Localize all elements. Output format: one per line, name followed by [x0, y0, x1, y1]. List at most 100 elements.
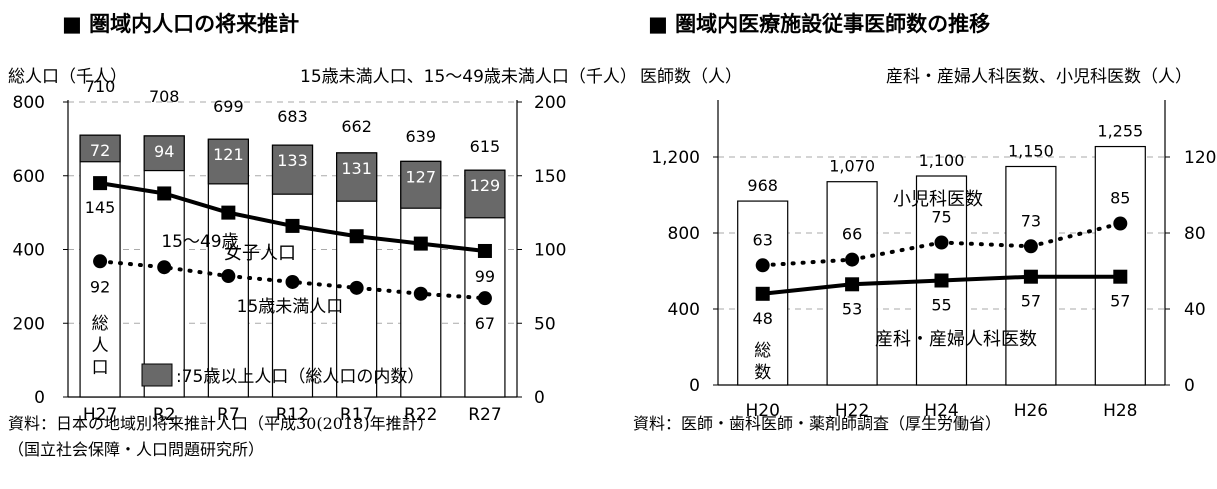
left-y-tick-label: 200: [13, 314, 45, 334]
right-x-tick-label: H20: [745, 401, 779, 421]
left-marker-under15: [477, 291, 492, 306]
right-marker-obstetric: [1023, 269, 1038, 284]
left-marker-female: [477, 243, 492, 258]
right-obstetric-label: 産科・産婦人科医数: [875, 329, 1037, 350]
right-y2-tick-label: 40: [1184, 300, 1206, 320]
left-x-tick-label: R2: [153, 405, 176, 425]
right-source: 資料：医師・歯科医師・薬剤師調査（厚生労働省）: [633, 414, 1002, 433]
left-marker-under15: [93, 254, 108, 269]
left-y-tick-label: 600: [13, 167, 45, 187]
right-marker-obstetric: [755, 286, 770, 301]
left-y-axis-title: 総人口（千人）: [8, 67, 127, 87]
left-y2-tick-label: 100: [534, 241, 566, 261]
left-x-tick-label: R22: [404, 405, 437, 425]
left-bar-75plus: [400, 160, 442, 209]
left-legend-swatch: [141, 363, 173, 387]
left-bar-75plus-label: 133: [277, 151, 308, 170]
left-bar-total-label: 708: [149, 87, 180, 106]
left-y-tick-label: 0: [34, 388, 45, 408]
right-chart-title: ■ 圏域内医療施設従事医師数の推移: [648, 12, 991, 36]
right-marker-pediatric: [1023, 239, 1038, 254]
left-x-tick-label: R17: [340, 405, 373, 425]
left-x-tick-label: R12: [276, 405, 309, 425]
right-marker-pediatric: [845, 252, 860, 267]
right-x-tick-label: H28: [1103, 401, 1137, 421]
right-total-vertical-label: 数: [754, 363, 771, 383]
right-bar-total-label: 1,100: [919, 151, 965, 170]
left-under15-value-label: 92: [90, 277, 110, 296]
right-pediatric-value-label: 66: [842, 225, 862, 244]
left-female-value-label: 145: [85, 198, 116, 217]
left-chart-title: ■ 圏域内人口の将来推計: [62, 12, 300, 36]
left-female-label-b: 女子人口: [224, 243, 296, 264]
left-bar-75plus-label: 121: [213, 145, 244, 164]
right-y2-axis-title: 産科・産婦人科医数、小児科医数（人）: [886, 67, 1192, 87]
right-pediatric-value-label: 63: [753, 230, 773, 249]
left-bar-75plus-label: 131: [341, 159, 372, 178]
left-total-vertical-label: 人: [92, 336, 109, 356]
right-bar-total-label: 1,255: [1097, 122, 1143, 141]
right-y-tick-label: 0: [689, 376, 700, 396]
right-obstetric-value-label: 53: [842, 299, 862, 318]
left-bar-75plus: [464, 169, 506, 219]
left-total-vertical-label: 総: [92, 314, 109, 334]
right-y-tick-label: 400: [668, 300, 700, 320]
left-marker-female: [93, 176, 108, 191]
left-marker-female: [349, 229, 364, 244]
left-female-value-label: 99: [475, 267, 495, 286]
left-female-label-a: 15〜49歳: [161, 232, 238, 252]
left-marker-under15: [285, 274, 300, 289]
left-bar-total-label: 683: [277, 107, 308, 126]
left-bar-75plus: [79, 134, 121, 163]
left-y2-tick-label: 200: [534, 93, 566, 113]
right-x-tick-label: H26: [1014, 401, 1048, 421]
left-marker-female: [413, 236, 428, 251]
left-marker-female: [157, 186, 172, 201]
left-legend-label: :75歳以上人口（総人口の内数）: [176, 367, 424, 387]
left-y-tick-label: 800: [13, 93, 45, 113]
right-y2-tick-label: 80: [1184, 224, 1206, 244]
right-x-tick-label: H24: [924, 401, 958, 421]
left-x-tick-label: R7: [217, 405, 240, 425]
left-bar-total-label: 639: [406, 127, 437, 146]
left-marker-under15: [413, 286, 428, 301]
left-bar-total-label: 710: [85, 77, 116, 96]
left-marker-under15: [349, 280, 364, 295]
right-y2-tick-label: 120: [1184, 148, 1216, 168]
right-pediatric-label: 小児科医数: [893, 189, 983, 210]
left-bar-75plus: [207, 138, 249, 185]
left-source-line1: 資料：日本の地域別将来推計人口（平成30(2018)年推計）: [8, 414, 434, 433]
left-bar-75plus-label: 72: [90, 141, 110, 160]
left-y2-tick-label: 150: [534, 167, 566, 187]
right-total-vertical-label: 総: [754, 341, 771, 361]
right-pediatric-value-label: 85: [1110, 189, 1130, 208]
right-y-tick-label: 800: [668, 224, 700, 244]
left-marker-female: [285, 218, 300, 233]
right-obstetric-value-label: 57: [1021, 292, 1041, 311]
right-marker-pediatric: [755, 258, 770, 273]
left-bar-total-label: 662: [341, 117, 372, 136]
left-bar-75plus-label: 94: [154, 142, 174, 161]
left-x-tick-label: R27: [468, 405, 501, 425]
left-y-tick-label: 400: [13, 241, 45, 261]
right-marker-obstetric: [845, 277, 860, 292]
left-bar-75plus-label: 129: [470, 176, 501, 195]
right-bar-total-label: 1,070: [829, 157, 875, 176]
left-marker-female: [221, 205, 236, 220]
right-pediatric-value-label: 73: [1021, 211, 1041, 230]
left-y2-tick-label: 50: [534, 314, 556, 334]
left-bar-75plus: [271, 144, 314, 195]
right-pediatric-value-label: 75: [931, 208, 951, 227]
left-bar-total-label: 615: [470, 137, 501, 156]
right-bar-total: [1094, 145, 1146, 386]
left-bar-75plus-label: 127: [406, 167, 437, 186]
left-under15-label: 15歳未満人口: [237, 297, 344, 317]
right-obstetric-value-label: 57: [1110, 292, 1130, 311]
left-bar-75plus: [336, 152, 378, 202]
right-marker-obstetric: [934, 273, 949, 288]
right-bar-total-label: 1,150: [1008, 142, 1054, 161]
left-under15-value-label: 67: [475, 314, 495, 333]
left-bar-total-label: 699: [213, 97, 244, 116]
right-obstetric-value-label: 55: [931, 296, 951, 315]
